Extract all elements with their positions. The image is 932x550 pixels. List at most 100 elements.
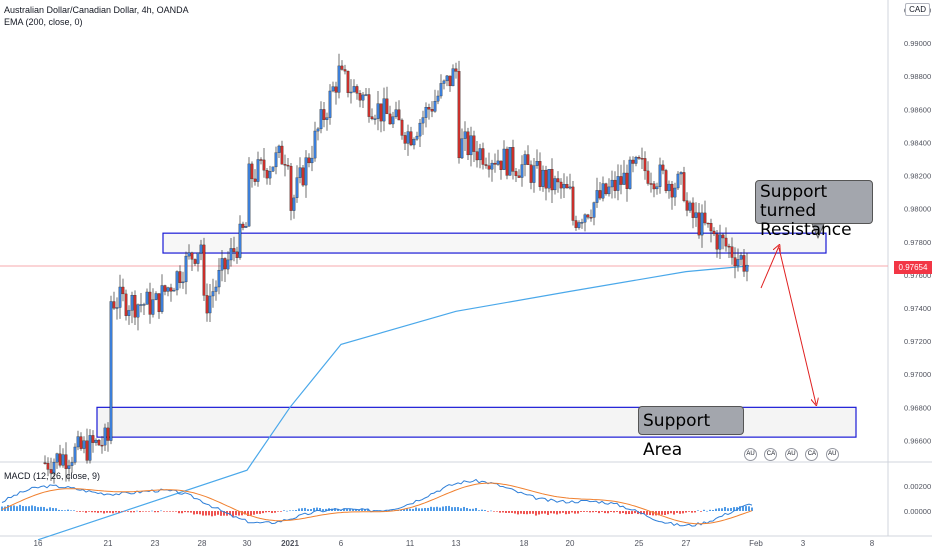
candle-up[interactable] [103,427,107,446]
candle-down[interactable] [550,169,554,191]
candle-down[interactable] [661,164,665,171]
candle-up[interactable] [622,172,626,185]
candle-down[interactable] [124,293,128,316]
candle-up[interactable] [328,90,332,118]
candle-down[interactable] [631,159,635,164]
candle-down[interactable] [709,223,713,232]
candle-down[interactable] [367,94,371,117]
candle-up[interactable] [463,131,467,139]
candle-down[interactable] [322,109,326,120]
candle-down[interactable] [670,183,674,198]
candle-down[interactable] [289,165,293,211]
candle-down[interactable] [481,148,485,165]
candle-down[interactable] [574,220,578,228]
au-flag-icon[interactable]: AU [744,448,757,462]
candle-up[interactable] [196,252,200,264]
candle-up[interactable] [376,103,380,119]
candle-down[interactable] [742,255,746,272]
candle-down[interactable] [544,169,548,189]
candle-up[interactable] [616,176,620,191]
candle-up[interactable] [553,178,557,191]
candle-down[interactable] [91,435,95,443]
ca-flag-icon[interactable]: CA [764,448,778,462]
candle-up[interactable] [70,462,74,466]
candle-down[interactable] [397,109,401,121]
candle-up[interactable] [244,226,248,228]
candle-down[interactable] [649,183,653,185]
candle-down[interactable] [46,462,50,470]
candle-down[interactable] [472,135,476,152]
candle-up[interactable] [607,186,611,195]
candle-up[interactable] [142,304,146,306]
candle-up[interactable] [535,161,539,166]
candle-down[interactable] [280,145,284,165]
candle-down[interactable] [64,454,68,469]
candle-down[interactable] [427,107,431,110]
candle-up[interactable] [88,435,92,461]
candle-down[interactable] [715,233,719,250]
candle-down[interactable] [307,157,311,164]
candle-up[interactable] [331,86,335,92]
candle-down[interactable] [112,301,116,309]
candle-down[interactable] [400,119,404,136]
candle-up[interactable] [679,172,683,175]
candle-up[interactable] [718,234,722,250]
candle-up[interactable] [295,177,299,198]
candle-up[interactable] [634,157,638,164]
candle-up[interactable] [172,289,176,292]
macd-indicator-label[interactable]: MACD (12, 26, close, 9) [4,471,101,481]
candle-up[interactable] [436,95,440,102]
candle-up[interactable] [349,91,353,94]
candle-down[interactable] [697,212,701,236]
candle-down[interactable] [637,157,641,159]
candle-up[interactable] [361,94,365,101]
candle-down[interactable] [619,176,623,185]
candle-down[interactable] [133,295,137,318]
candle-up[interactable] [418,122,422,137]
candle-down[interactable] [169,287,173,292]
candle-down[interactable] [58,453,62,466]
candle-down[interactable] [538,161,542,187]
candle-up[interactable] [52,462,56,474]
candle-up[interactable] [496,160,500,165]
candle-up[interactable] [421,117,425,124]
candle-down[interactable] [355,86,359,94]
candle-up[interactable] [325,117,329,120]
candle-up[interactable] [382,98,386,122]
candle-up[interactable] [109,301,113,441]
candle-down[interactable] [448,75,452,87]
candle-down[interactable] [265,170,269,179]
candle-up[interactable] [577,222,581,228]
candle-down[interactable] [646,170,650,184]
candle-down[interactable] [301,167,305,186]
candle-up[interactable] [292,197,296,211]
candle-up[interactable] [319,109,323,130]
candle-up[interactable] [520,164,524,178]
candle-down[interactable] [730,246,734,258]
candle-down[interactable] [340,65,344,70]
candle-down[interactable] [505,148,509,176]
candle-down[interactable] [250,163,254,180]
candle-down[interactable] [625,172,629,189]
candle-up[interactable] [61,454,65,466]
candle-up[interactable] [73,446,77,463]
candle-up[interactable] [115,307,119,309]
candle-down[interactable] [487,165,491,170]
candle-up[interactable] [208,295,212,314]
candle-down[interactable] [235,251,239,258]
candle-down[interactable] [253,178,257,182]
candle-down[interactable] [613,179,617,191]
candle-down[interactable] [652,183,656,190]
candle-up[interactable] [592,202,596,218]
candle-down[interactable] [385,98,389,114]
candle-up[interactable] [226,259,230,270]
candle-down[interactable] [565,184,569,189]
candle-up[interactable] [139,304,143,306]
candle-down[interactable] [703,212,707,224]
candle-up[interactable] [394,109,398,117]
candle-up[interactable] [55,453,59,463]
candle-up[interactable] [238,223,242,258]
candle-up[interactable] [676,173,680,189]
candle-down[interactable] [682,172,686,201]
candle-up[interactable] [154,293,158,300]
